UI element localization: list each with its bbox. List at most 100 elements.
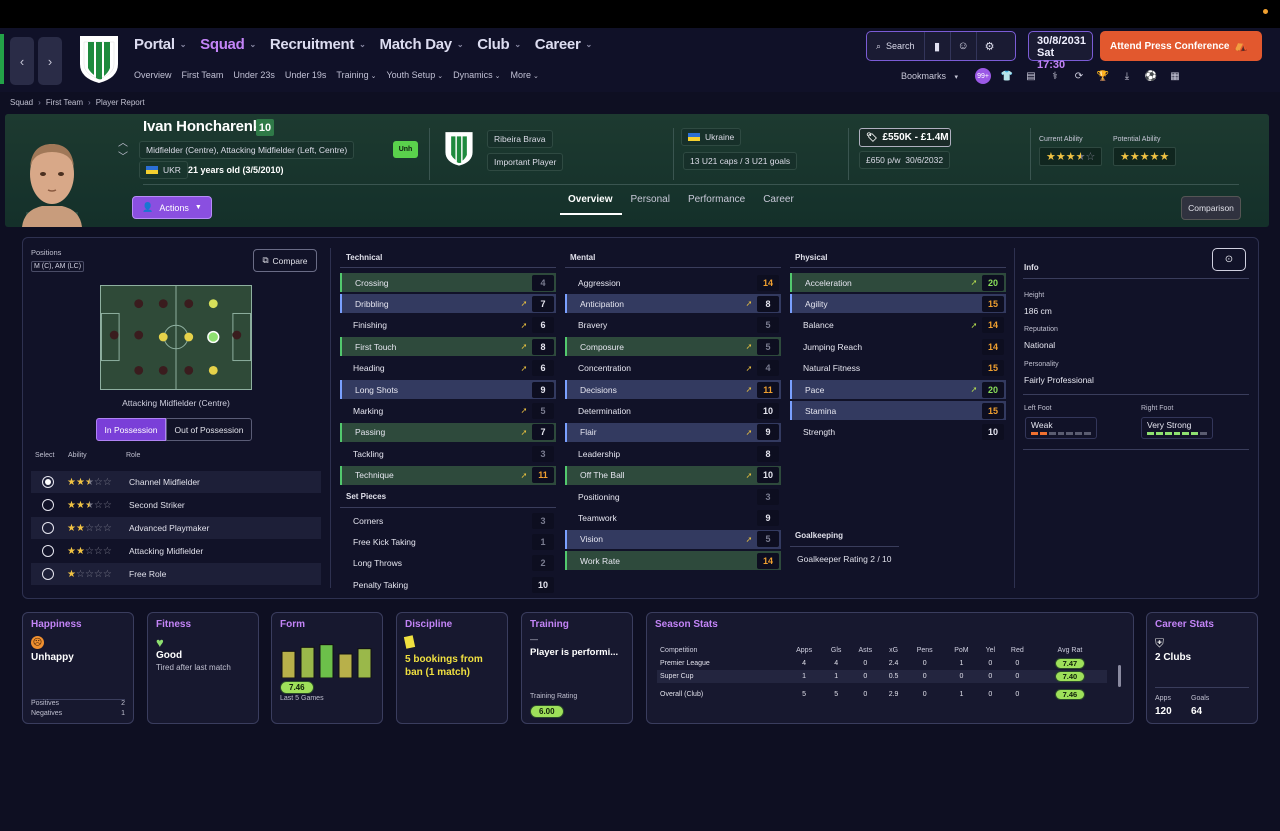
- medical-icon[interactable]: ⚕: [1052, 70, 1058, 82]
- attribute-row[interactable]: Heading ➚ 6: [340, 359, 556, 378]
- bookmark-button[interactable]: ▮: [925, 32, 951, 60]
- club-name[interactable]: Ribeira Brava: [487, 130, 553, 148]
- subnav-under-23s[interactable]: Under 23s: [233, 70, 275, 80]
- role-radio[interactable]: [42, 568, 54, 580]
- attribute-row[interactable]: Decisions ➚ 11: [565, 380, 781, 399]
- back-button[interactable]: ‹: [10, 37, 34, 85]
- role-row[interactable]: ★★☆☆☆ Advanced Playmaker: [31, 517, 321, 539]
- club-badge-icon[interactable]: [78, 34, 120, 84]
- form-bar[interactable]: [319, 644, 334, 679]
- attribute-row[interactable]: Long Shots 9: [340, 380, 556, 399]
- search-button[interactable]: ⌕ Search: [867, 32, 925, 60]
- compare-button[interactable]: ⧉ Compare: [253, 249, 317, 272]
- attribute-row[interactable]: Stamina 15: [790, 401, 1006, 421]
- tab-career[interactable]: Career: [763, 194, 794, 205]
- role-radio[interactable]: [42, 476, 54, 488]
- fitness-card[interactable]: Fitness ♥ Good Tired after last match: [147, 612, 259, 724]
- nav-club[interactable]: Club ⌄: [477, 36, 521, 53]
- role-row[interactable]: ★★☆☆☆ Attacking Midfielder: [31, 540, 321, 562]
- chevron-down-icon[interactable]: ﹀: [118, 152, 128, 163]
- column-header[interactable]: Avg Rat: [1057, 646, 1083, 654]
- subnav-first-team[interactable]: First Team: [181, 70, 224, 80]
- attribute-row[interactable]: Crossing 4: [340, 273, 556, 292]
- attribute-row[interactable]: Tackling 3: [340, 444, 556, 463]
- tab-personal[interactable]: Personal: [630, 194, 670, 205]
- nav-squad[interactable]: Squad ⌄: [200, 36, 256, 53]
- subnav-training[interactable]: Training ⌄: [336, 70, 377, 80]
- attribute-row[interactable]: Determination 10: [565, 401, 781, 420]
- subnav-dynamics[interactable]: Dynamics ⌄: [453, 70, 501, 80]
- nav-portal[interactable]: Portal ⌄: [134, 36, 186, 53]
- column-header[interactable]: Asts: [858, 646, 873, 654]
- shirt-icon[interactable]: 👕: [1000, 70, 1014, 82]
- attribute-row[interactable]: Leadership 8: [565, 444, 781, 463]
- attribute-row[interactable]: First Touch ➚ 8: [340, 337, 556, 357]
- attribute-row[interactable]: Dribbling ➚ 7: [340, 294, 556, 314]
- attribute-row[interactable]: Penalty Taking 10: [340, 575, 556, 594]
- happiness-card[interactable]: Happiness ☹ Unhappy Positives 2 Negative…: [22, 612, 134, 724]
- role-row[interactable]: ★★★☆☆ Second Striker: [31, 494, 321, 516]
- refresh-icon[interactable]: ⟳: [1074, 70, 1084, 82]
- inbox-icon[interactable]: 99+: [975, 68, 991, 84]
- attribute-row[interactable]: Balance ➚ 14: [790, 316, 1006, 335]
- settings-button[interactable]: ⚙: [977, 32, 1003, 60]
- column-header[interactable]: Competition: [660, 646, 698, 654]
- bookmarks-dropdown[interactable]: Bookmarks ▾: [901, 71, 959, 81]
- attribute-row[interactable]: Jumping Reach 14: [790, 337, 1006, 356]
- assistant-button[interactable]: ☺: [951, 32, 977, 60]
- attribute-row[interactable]: Corners 3: [340, 511, 556, 530]
- tab-overview[interactable]: Overview: [568, 194, 613, 205]
- column-header[interactable]: Yel: [985, 646, 996, 654]
- attribute-row[interactable]: Agility 15: [790, 294, 1006, 314]
- discipline-card[interactable]: Discipline 5 bookings from ban (1 match): [396, 612, 508, 724]
- role-radio[interactable]: [42, 499, 54, 511]
- player-switcher[interactable]: ︿ ﹀: [118, 137, 128, 165]
- attribute-row[interactable]: Strength 10: [790, 423, 1006, 442]
- attribute-row[interactable]: Teamwork 9: [565, 508, 781, 527]
- date-continue-button[interactable]: 30/8/2031 Sat 17:30: [1028, 31, 1093, 71]
- status-badge[interactable]: Unh: [393, 141, 418, 158]
- attribute-row[interactable]: Marking ➚ 5: [340, 401, 556, 420]
- attribute-row[interactable]: Long Throws 2: [340, 554, 556, 573]
- role-radio[interactable]: [42, 522, 54, 534]
- actions-button[interactable]: 👤 Actions ▼: [132, 196, 212, 219]
- column-header[interactable]: PoM: [954, 646, 969, 654]
- club-badge-icon[interactable]: [444, 130, 474, 167]
- ball-icon[interactable]: ⚽: [1144, 70, 1158, 82]
- attribute-row[interactable]: Composure ➚ 5: [565, 337, 781, 357]
- attribute-row[interactable]: Vision ➚ 5: [565, 529, 781, 549]
- attribute-row[interactable]: Acceleration ➚ 20: [790, 273, 1006, 292]
- table-row[interactable]: Overall (Club) 5 5 0 2.9 0 1 0 0 7.46: [657, 683, 1107, 705]
- subnav-under-19s[interactable]: Under 19s: [284, 70, 327, 80]
- nav-career[interactable]: Career ⌄: [535, 36, 592, 53]
- forward-button[interactable]: ›: [38, 37, 62, 85]
- column-header[interactable]: Apps: [796, 646, 813, 654]
- attribute-row[interactable]: Flair ➚ 9: [565, 422, 781, 442]
- form-bar[interactable]: [338, 653, 353, 679]
- download-icon[interactable]: ⤓: [1124, 70, 1130, 82]
- comparison-button[interactable]: Comparison: [1181, 196, 1241, 220]
- attribute-row[interactable]: Pace ➚ 20: [790, 380, 1006, 399]
- attribute-row[interactable]: Concentration ➚ 4: [565, 359, 781, 378]
- role-radio[interactable]: [42, 545, 54, 557]
- breadcrumb-item[interactable]: Squad: [10, 98, 34, 107]
- chevron-up-icon[interactable]: ︿: [118, 138, 128, 149]
- attribute-row[interactable]: Passing ➚ 7: [340, 422, 556, 442]
- nav-recruitment[interactable]: Recruitment ⌄: [270, 36, 366, 53]
- in-possession-button[interactable]: In Possession: [96, 418, 166, 441]
- column-header[interactable]: Red: [1010, 646, 1024, 654]
- table-row[interactable]: Premier League 4 4 0 2.4 0 1 0 0 7.47: [657, 657, 1107, 670]
- form-bar[interactable]: [281, 650, 296, 679]
- table-row[interactable]: Super Cup 1 1 0 0.5 0 0 0 0 7.40: [657, 670, 1107, 683]
- attribute-row[interactable]: Free Kick Taking 1: [340, 532, 556, 551]
- column-header[interactable]: Gls: [830, 646, 842, 654]
- subnav-more[interactable]: More ⌄: [510, 70, 539, 80]
- attribute-row[interactable]: Finishing ➚ 6: [340, 316, 556, 335]
- attend-press-conference-button[interactable]: Attend Press Conference ⛺: [1100, 31, 1262, 61]
- attribute-row[interactable]: Positioning 3: [565, 487, 781, 506]
- season-stats-card[interactable]: Season Stats Competition Apps Gls Asts xG Pen…: [646, 612, 1134, 724]
- out-of-possession-button[interactable]: Out of Possession: [166, 418, 252, 441]
- form-card[interactable]: Form 7.46 Last 5 Games: [271, 612, 383, 724]
- info-toggle-button[interactable]: ⊙: [1212, 248, 1246, 271]
- breadcrumb-item[interactable]: First Team: [45, 98, 84, 107]
